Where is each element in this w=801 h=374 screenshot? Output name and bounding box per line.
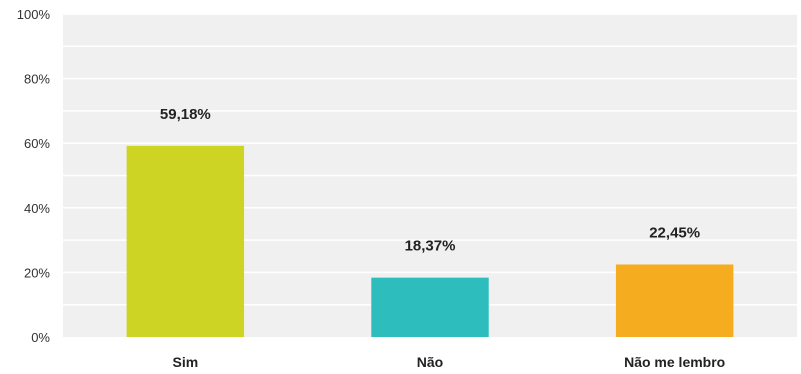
y-tick-label: 60% [24,136,50,151]
y-tick-label: 40% [24,201,50,216]
bar-1 [126,145,245,337]
data-label: 22,45% [649,224,700,241]
y-tick-label: 0% [31,330,50,345]
data-label: 59,18% [160,106,211,123]
bar-3 [615,264,734,337]
x-axis-category-labels: Sim Não Não me lembro [172,354,725,370]
y-tick-label: 80% [24,72,50,87]
y-axis-tick-labels: 0% 20% 40% 60% 80% 100% [17,7,51,345]
bar-2 [371,277,489,337]
category-label: Sim [172,354,198,370]
data-labels: 59,18% 18,37% 22,45% [160,106,700,255]
category-label: Não [417,354,443,370]
y-tick-label: 100% [17,7,51,22]
data-label: 18,37% [405,238,456,255]
bars [126,145,734,337]
category-label: Não me lembro [624,354,725,370]
y-tick-label: 20% [24,265,50,280]
